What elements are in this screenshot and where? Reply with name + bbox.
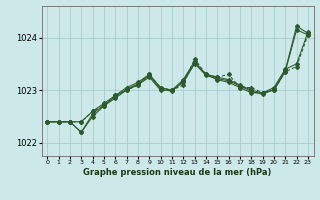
- X-axis label: Graphe pression niveau de la mer (hPa): Graphe pression niveau de la mer (hPa): [84, 168, 272, 177]
